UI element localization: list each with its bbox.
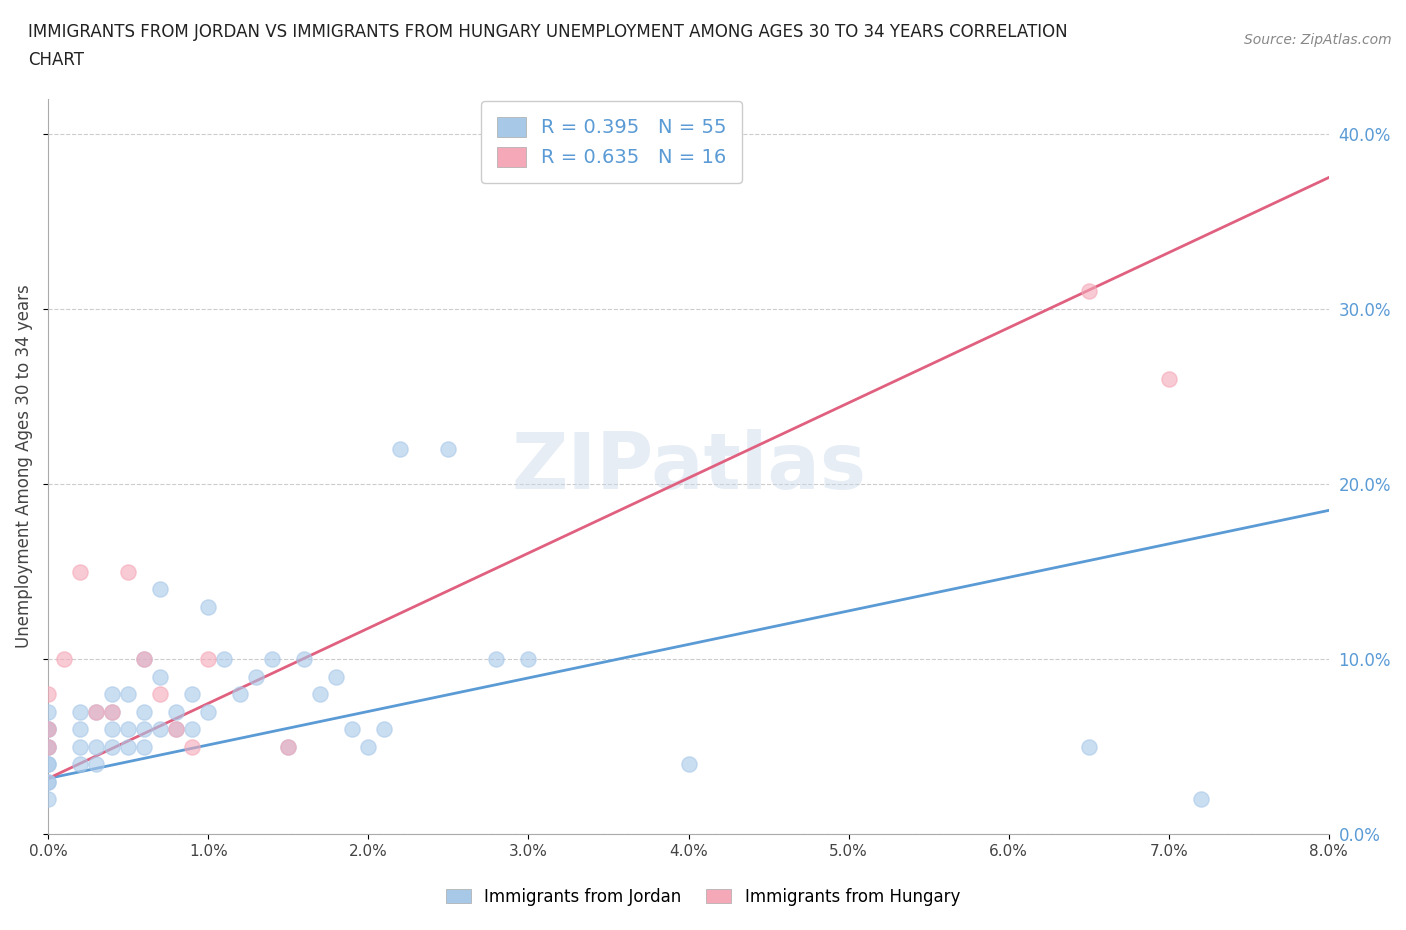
Point <box>37 722 59 737</box>
Point <box>389 442 412 457</box>
Text: ZIPatlas: ZIPatlas <box>510 429 866 505</box>
Point <box>69 565 91 579</box>
Point <box>69 704 91 719</box>
Point <box>165 722 187 737</box>
Point <box>181 739 204 754</box>
Point <box>134 652 156 667</box>
Point <box>197 599 219 614</box>
Point <box>1077 739 1099 754</box>
Point <box>197 652 219 667</box>
Point <box>69 757 91 772</box>
Point <box>277 739 299 754</box>
Point <box>165 722 187 737</box>
Point <box>309 687 332 702</box>
Point <box>134 652 156 667</box>
Point <box>37 722 59 737</box>
Point <box>37 722 59 737</box>
Point <box>117 565 139 579</box>
Text: CHART: CHART <box>28 51 84 69</box>
Point <box>1157 372 1180 387</box>
Point <box>485 652 508 667</box>
Point <box>277 739 299 754</box>
Point <box>342 722 364 737</box>
Point <box>165 704 187 719</box>
Point <box>117 687 139 702</box>
Text: Source: ZipAtlas.com: Source: ZipAtlas.com <box>1244 33 1392 46</box>
Point <box>37 775 59 790</box>
Point <box>292 652 315 667</box>
Point <box>101 739 124 754</box>
Point <box>149 687 172 702</box>
Point <box>84 704 107 719</box>
Point <box>69 722 91 737</box>
Point <box>101 722 124 737</box>
Point <box>229 687 252 702</box>
Point <box>373 722 395 737</box>
Point <box>1189 792 1212 807</box>
Point <box>149 582 172 597</box>
Point <box>134 722 156 737</box>
Point <box>181 722 204 737</box>
Point <box>37 687 59 702</box>
Point <box>678 757 700 772</box>
Point <box>117 722 139 737</box>
Point <box>117 739 139 754</box>
Point <box>437 442 460 457</box>
Point <box>84 704 107 719</box>
Point <box>84 739 107 754</box>
Text: IMMIGRANTS FROM JORDAN VS IMMIGRANTS FROM HUNGARY UNEMPLOYMENT AMONG AGES 30 TO : IMMIGRANTS FROM JORDAN VS IMMIGRANTS FRO… <box>28 23 1067 41</box>
Point <box>181 687 204 702</box>
Point <box>37 739 59 754</box>
Point <box>357 739 380 754</box>
Point <box>149 722 172 737</box>
Point <box>101 704 124 719</box>
Point <box>84 757 107 772</box>
Y-axis label: Unemployment Among Ages 30 to 34 years: Unemployment Among Ages 30 to 34 years <box>15 285 32 648</box>
Point <box>37 757 59 772</box>
Point <box>214 652 236 667</box>
Point <box>262 652 284 667</box>
Point <box>37 792 59 807</box>
Point <box>37 739 59 754</box>
Point <box>1077 284 1099 299</box>
Point <box>197 704 219 719</box>
Point <box>37 739 59 754</box>
Point <box>245 670 267 684</box>
Point <box>134 739 156 754</box>
Point <box>37 704 59 719</box>
Legend: Immigrants from Jordan, Immigrants from Hungary: Immigrants from Jordan, Immigrants from … <box>439 881 967 912</box>
Point <box>325 670 347 684</box>
Point <box>37 775 59 790</box>
Point <box>53 652 76 667</box>
Point <box>149 670 172 684</box>
Point <box>134 704 156 719</box>
Point <box>69 739 91 754</box>
Point <box>517 652 540 667</box>
Point <box>37 757 59 772</box>
Point <box>101 704 124 719</box>
Legend: R = 0.395   N = 55, R = 0.635   N = 16: R = 0.395 N = 55, R = 0.635 N = 16 <box>481 101 742 183</box>
Point <box>101 687 124 702</box>
